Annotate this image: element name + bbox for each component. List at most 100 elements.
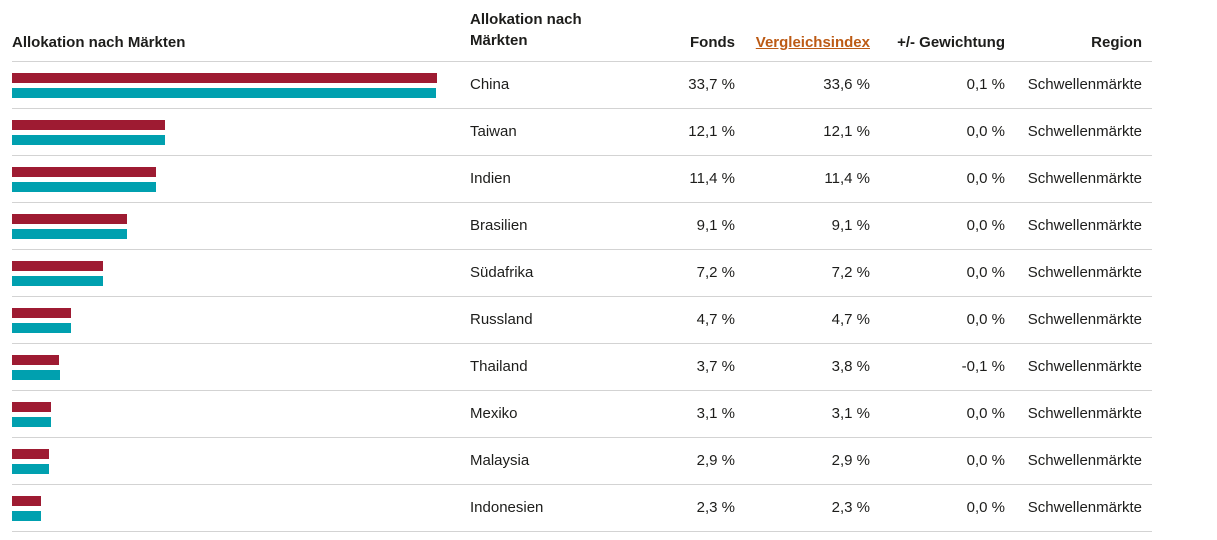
- table-row: Indien 11,4 % 11,4 % 0,0 % Schwellenmärk…: [12, 156, 1152, 203]
- fund-value: 2,3 %: [696, 499, 735, 517]
- region-value: Schwellenmärkte: [1027, 170, 1142, 188]
- fund-bar: [12, 260, 103, 271]
- fund-bar: [12, 213, 127, 224]
- column-header-region: Region: [1091, 33, 1142, 51]
- bar-group: [12, 307, 437, 333]
- fund-bar: [12, 495, 41, 506]
- index-bar: [12, 322, 72, 333]
- index-bar: [12, 369, 60, 380]
- weight-value: 0,0 %: [966, 123, 1005, 141]
- bar-group: [12, 354, 437, 380]
- market-name: China: [470, 76, 510, 94]
- index-value: 11,4 %: [824, 170, 870, 188]
- market-name: Südafrika: [470, 264, 534, 282]
- index-value: 2,9 %: [831, 452, 870, 470]
- fund-bar: [12, 401, 52, 412]
- table-row: Malaysia 2,9 % 2,9 % 0,0 % Schwellenmärk…: [12, 438, 1152, 485]
- region-value: Schwellenmärkte: [1027, 311, 1142, 329]
- market-name: Malaysia: [470, 452, 530, 470]
- market-name: Mexiko: [470, 405, 518, 423]
- chart-title: Allokation nach Märkten: [12, 33, 186, 51]
- index-value: 33,6 %: [823, 76, 870, 94]
- bar-chart-cell: [12, 307, 470, 333]
- fund-value: 9,1 %: [696, 217, 735, 235]
- index-value: 7,2 %: [831, 264, 870, 282]
- column-header-fonds: Fonds: [690, 33, 735, 51]
- bar-chart-cell: [12, 213, 470, 239]
- bar-chart-cell: [12, 119, 470, 145]
- fund-value: 4,7 %: [696, 311, 735, 329]
- bar-chart-cell: [12, 72, 470, 98]
- weight-value: 0,0 %: [966, 217, 1005, 235]
- vergleichsindex-link[interactable]: Vergleichsindex: [755, 33, 870, 51]
- bar-group: [12, 401, 437, 427]
- weight-value: 0,0 %: [966, 452, 1005, 470]
- fund-value: 2,9 %: [696, 452, 735, 470]
- bar-group: [12, 72, 437, 98]
- table-row: Indonesien 2,3 % 2,3 % 0,0 % Schwellenmä…: [12, 485, 1152, 532]
- index-bar: [12, 510, 41, 521]
- index-bar: [12, 87, 436, 98]
- index-value: 9,1 %: [831, 217, 870, 235]
- bar-chart-cell: [12, 495, 470, 521]
- table-row: China 33,7 % 33,6 % 0,1 % Schwellenmärkt…: [12, 62, 1152, 109]
- region-value: Schwellenmärkte: [1027, 358, 1142, 376]
- index-value: 2,3 %: [831, 499, 870, 517]
- fund-value: 11,4 %: [689, 170, 735, 188]
- index-value: 3,1 %: [831, 405, 870, 423]
- weight-value: -0,1 %: [961, 358, 1005, 376]
- index-bar: [12, 463, 49, 474]
- weight-value: 0,1 %: [966, 76, 1005, 94]
- index-bar: [12, 181, 156, 192]
- bar-chart-cell: [12, 448, 470, 474]
- index-bar: [12, 134, 165, 145]
- table-header: Allokation nach Märkten Allokation nach …: [12, 0, 1152, 62]
- weight-value: 0,0 %: [966, 311, 1005, 329]
- index-value: 3,8 %: [831, 358, 870, 376]
- market-name: Taiwan: [470, 123, 517, 141]
- region-value: Schwellenmärkte: [1027, 217, 1142, 235]
- region-value: Schwellenmärkte: [1027, 452, 1142, 470]
- index-value: 4,7 %: [831, 311, 870, 329]
- bar-group: [12, 260, 437, 286]
- index-bar: [12, 275, 103, 286]
- fund-bar: [12, 448, 49, 459]
- fund-value: 33,7 %: [688, 76, 735, 94]
- bar-group: [12, 166, 437, 192]
- weight-value: 0,0 %: [966, 170, 1005, 188]
- fund-value: 12,1 %: [688, 123, 735, 141]
- bar-chart-cell: [12, 354, 470, 380]
- bar-chart-cell: [12, 166, 470, 192]
- fund-bar: [12, 166, 156, 177]
- market-name: Russland: [470, 311, 533, 329]
- table-row: Südafrika 7,2 % 7,2 % 0,0 % Schwellenmär…: [12, 250, 1152, 297]
- region-value: Schwellenmärkte: [1027, 76, 1142, 94]
- table-row: Thailand 3,7 % 3,8 % -0,1 % Schwellenmär…: [12, 344, 1152, 391]
- column-header-vergleichsindex: Vergleichsindex: [735, 33, 870, 53]
- fund-bar: [12, 307, 72, 318]
- fund-bar: [12, 354, 59, 365]
- table-row: Mexiko 3,1 % 3,1 % 0,0 % Schwellenmärkte: [12, 391, 1152, 438]
- market-name: Indien: [470, 170, 511, 188]
- fund-value: 3,1 %: [696, 405, 735, 423]
- fund-bar: [12, 72, 437, 83]
- weight-value: 0,0 %: [966, 405, 1005, 423]
- market-name: Brasilien: [470, 217, 528, 235]
- bar-group: [12, 495, 437, 521]
- market-name: Thailand: [470, 358, 528, 376]
- table-row: Taiwan 12,1 % 12,1 % 0,0 % Schwellenmärk…: [12, 109, 1152, 156]
- region-value: Schwellenmärkte: [1027, 499, 1142, 517]
- bar-chart-cell: [12, 401, 470, 427]
- market-name: Indonesien: [470, 499, 544, 517]
- fund-value: 3,7 %: [696, 358, 735, 376]
- region-value: Schwellenmärkte: [1027, 123, 1142, 141]
- region-value: Schwellenmärkte: [1027, 405, 1142, 423]
- index-bar: [12, 416, 52, 427]
- bar-group: [12, 119, 437, 145]
- table-row: Russland 4,7 % 4,7 % 0,0 % Schwellenmärk…: [12, 297, 1152, 344]
- chart-header-cell: Allokation nach Märkten: [12, 33, 470, 53]
- fund-value: 7,2 %: [696, 264, 735, 282]
- fund-bar: [12, 119, 165, 130]
- table-body: China 33,7 % 33,6 % 0,1 % Schwellenmärkt…: [12, 62, 1152, 532]
- bar-group: [12, 448, 437, 474]
